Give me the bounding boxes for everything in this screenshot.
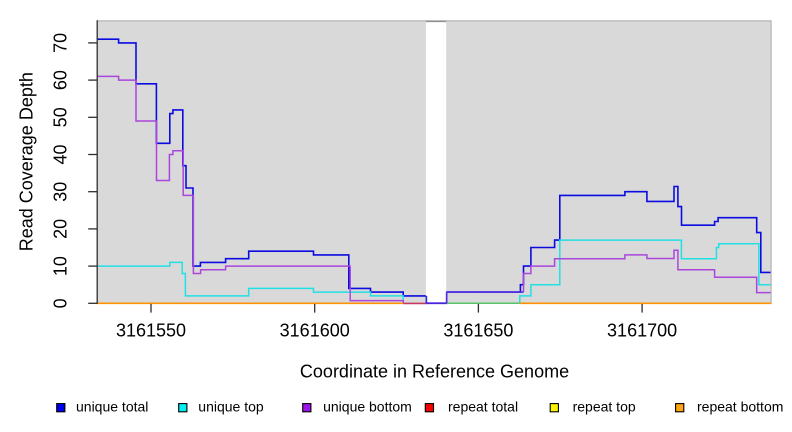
svg-text:Read Coverage Depth: Read Coverage Depth bbox=[17, 72, 37, 251]
svg-text:unique total: unique total bbox=[76, 399, 148, 415]
svg-text:repeat total: repeat total bbox=[448, 399, 518, 415]
svg-text:30: 30 bbox=[51, 182, 71, 202]
svg-text:Coordinate in Reference Genome: Coordinate in Reference Genome bbox=[300, 362, 569, 382]
svg-text:40: 40 bbox=[51, 144, 71, 164]
svg-text:3161600: 3161600 bbox=[280, 321, 350, 341]
svg-text:3161700: 3161700 bbox=[607, 321, 677, 341]
svg-text:10: 10 bbox=[51, 256, 71, 276]
svg-text:20: 20 bbox=[51, 219, 71, 239]
svg-text:60: 60 bbox=[51, 70, 71, 90]
svg-text:unique top: unique top bbox=[198, 399, 264, 415]
svg-text:3161550: 3161550 bbox=[116, 321, 186, 341]
svg-text:unique bottom: unique bottom bbox=[323, 399, 412, 415]
svg-text:repeat top: repeat top bbox=[573, 399, 636, 415]
svg-text:70: 70 bbox=[51, 33, 71, 53]
svg-text:50: 50 bbox=[51, 107, 71, 127]
svg-text:0: 0 bbox=[51, 298, 71, 308]
svg-text:repeat bottom: repeat bottom bbox=[697, 399, 783, 415]
svg-text:3161650: 3161650 bbox=[443, 321, 513, 341]
